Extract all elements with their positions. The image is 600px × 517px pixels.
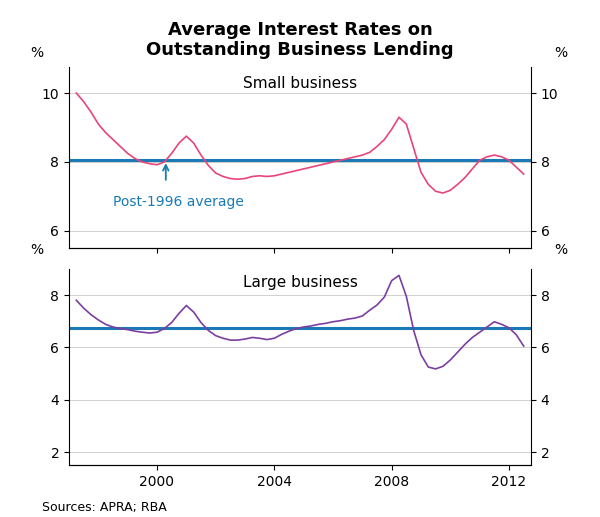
- Text: %: %: [30, 46, 43, 60]
- Text: Sources: APRA; RBA: Sources: APRA; RBA: [42, 501, 167, 514]
- Text: Post-1996 average: Post-1996 average: [113, 194, 244, 209]
- Text: Large business: Large business: [242, 275, 358, 290]
- Text: Small business: Small business: [243, 76, 357, 92]
- Text: %: %: [30, 243, 43, 257]
- Text: Average Interest Rates on
Outstanding Business Lending: Average Interest Rates on Outstanding Bu…: [146, 21, 454, 59]
- Text: %: %: [554, 46, 568, 60]
- Text: %: %: [554, 243, 568, 257]
